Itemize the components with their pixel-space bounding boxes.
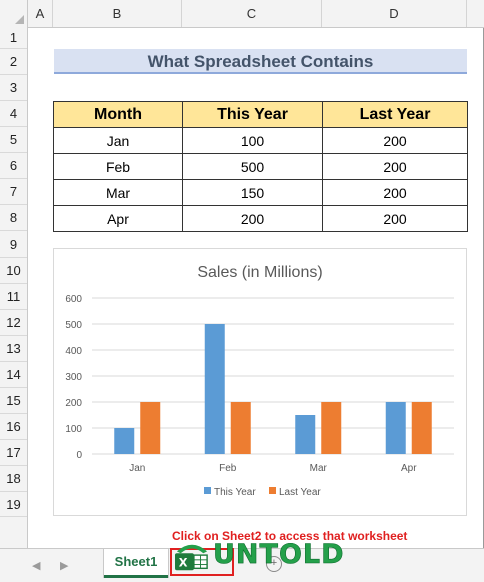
add-sheet-icon[interactable]: + — [266, 556, 282, 572]
row-header-15[interactable]: 15 — [0, 388, 27, 414]
sales-chart[interactable]: Sales (in Millions) 0 100 200 300 400 500 600 Ja… — [53, 248, 467, 516]
cell-last-year[interactable]: 200 — [322, 127, 468, 154]
bar-this-year-mar — [295, 415, 316, 454]
row-header-6[interactable]: 6 — [0, 153, 27, 179]
cell-month[interactable]: Feb — [53, 153, 183, 180]
bar-this-year-apr — [385, 402, 406, 454]
row-header-17[interactable]: 17 — [0, 440, 27, 466]
bar-last-year-apr — [411, 402, 432, 454]
column-header-c[interactable]: C — [182, 0, 322, 27]
row-header-3[interactable]: 3 — [0, 75, 27, 101]
row-header-1[interactable]: 1 — [0, 27, 27, 49]
cell-month[interactable]: Mar — [53, 179, 183, 206]
select-all-button[interactable] — [0, 0, 28, 27]
svg-text:X: X — [179, 555, 188, 569]
row-header-19[interactable]: 19 — [0, 492, 27, 517]
row-header-18[interactable]: 18 — [0, 466, 27, 492]
bar-this-year-jan — [114, 428, 135, 454]
row-header-11[interactable]: 11 — [0, 284, 27, 310]
y-tick-label: 400 — [65, 346, 82, 357]
row-header-12[interactable]: 12 — [0, 310, 27, 336]
untold-logo-icon: X — [175, 544, 208, 571]
scroll-left-icon[interactable]: ◀ — [32, 560, 41, 572]
legend-swatch-this-year — [204, 487, 211, 494]
sheet-tab-bar: ◀ ▶ Sheet1 — [0, 548, 484, 582]
tab-sheet1[interactable]: Sheet1 — [104, 549, 168, 578]
bar-this-year-feb — [204, 324, 225, 454]
cell-this-year[interactable]: 150 — [182, 179, 323, 206]
table-row: Jan 100 200 — [53, 127, 468, 154]
x-tick-label: Jan — [129, 463, 145, 474]
table-row: Mar 150 200 — [53, 179, 468, 206]
x-tick-label: Apr — [401, 463, 417, 474]
instruction-annotation: Click on Sheet2 to access that worksheet — [172, 529, 408, 543]
y-tick-label: 0 — [76, 450, 82, 461]
bar-last-year-jan — [140, 402, 161, 454]
column-header-b[interactable]: B — [53, 0, 182, 27]
row-header-10[interactable]: 10 — [0, 258, 27, 284]
cell-this-year[interactable]: 200 — [182, 205, 323, 232]
header-this-year[interactable]: This Year — [182, 101, 323, 128]
cell-last-year[interactable]: 200 — [322, 153, 468, 180]
row-header-14[interactable]: 14 — [0, 362, 27, 388]
y-tick-label: 500 — [65, 320, 82, 331]
row-header-bar: 1 2 3 4 5 6 7 8 9 10 11 12 13 14 15 16 17 18 19 — [0, 27, 28, 548]
row-header-13[interactable]: 13 — [0, 336, 27, 362]
cell-this-year[interactable]: 100 — [182, 127, 323, 154]
row-header-9[interactable]: 9 — [0, 231, 27, 258]
y-tick-label: 200 — [65, 398, 82, 409]
row-header-7[interactable]: 7 — [0, 179, 27, 205]
chart-title: Sales (in Millions) — [197, 264, 322, 281]
legend-label-this-year: This Year — [214, 487, 256, 498]
y-tick-label: 600 — [65, 294, 82, 305]
row-header-4[interactable]: 4 — [0, 101, 27, 127]
bar-last-year-feb — [230, 402, 251, 454]
column-header-bar: A B C D — [0, 0, 484, 28]
legend-label-last-year: Last Year — [279, 487, 321, 498]
cell-month[interactable]: Jan — [53, 127, 183, 154]
table-row: Feb 500 200 — [53, 153, 468, 180]
chart-svg: Sales (in Millions) 0 100 200 300 400 500 600 Ja… — [65, 264, 454, 498]
cell-last-year[interactable]: 200 — [322, 179, 468, 206]
sales-table: Month This Year Last Year Jan 100 200 Fe… — [53, 101, 468, 232]
untold-logo-text: UNTOLD — [213, 539, 345, 570]
cell-month[interactable]: Apr — [53, 205, 183, 232]
row-header-16[interactable]: 16 — [0, 414, 27, 440]
sheet-title[interactable]: What Spreadsheet Contains — [54, 49, 467, 74]
row-header-2[interactable]: 2 — [0, 49, 27, 75]
column-header-a[interactable]: A — [28, 0, 53, 27]
cell-this-year[interactable]: 500 — [182, 153, 323, 180]
row-header-8[interactable]: 8 — [0, 205, 27, 231]
x-tick-label: Mar — [310, 463, 328, 474]
bar-last-year-mar — [321, 402, 342, 454]
y-tick-label: 300 — [65, 372, 82, 383]
row-header-5[interactable]: 5 — [0, 127, 27, 153]
column-header-d[interactable]: D — [322, 0, 467, 27]
x-tick-label: Feb — [219, 463, 237, 474]
cell-last-year[interactable]: 200 — [322, 205, 468, 232]
header-last-year[interactable]: Last Year — [322, 101, 468, 128]
scroll-right-icon[interactable]: ▶ — [60, 560, 69, 572]
table-header-row: Month This Year Last Year — [53, 101, 468, 128]
table-row: Apr 200 200 — [53, 205, 468, 232]
legend-swatch-last-year — [269, 487, 276, 494]
y-tick-label: 100 — [65, 424, 82, 435]
header-month[interactable]: Month — [53, 101, 183, 128]
